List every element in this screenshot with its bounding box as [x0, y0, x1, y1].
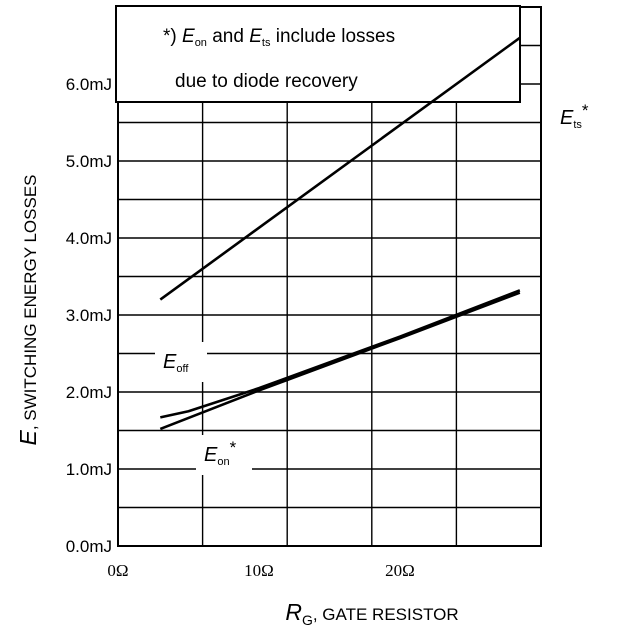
footnote-box: *) Eon and Ets include losses due to dio…	[115, 5, 521, 103]
series-label-background	[196, 435, 252, 475]
series-line-ets	[159, 36, 521, 301]
svg-text:*) Eon and Ets include losses: *) Eon and Ets include losses	[163, 26, 395, 49]
y-tick-label: 1.0mJ	[66, 460, 112, 479]
note-rest: include losses	[270, 26, 395, 47]
y-tick-label: 6.0mJ	[66, 75, 112, 94]
y-axis-title-rest: , SWITCHING ENERGY LOSSES	[21, 174, 40, 430]
series-line-eoff	[160, 289, 521, 419]
note-sub-ts: ts	[262, 37, 271, 49]
x-axis-title: RG, GATE RESISTOR	[285, 599, 458, 628]
y-tick-label: 2.0mJ	[66, 383, 112, 402]
tick-labels: 0.0mJ 1.0mJ 2.0mJ 3.0mJ 4.0mJ 5.0mJ 6.0mJ 0Ω 10Ω…	[66, 75, 415, 580]
y-tick-label: 3.0mJ	[66, 306, 112, 325]
note-e-ts: E	[249, 26, 262, 47]
y-axis-title-main: E	[15, 430, 41, 446]
note-sub-on: on	[195, 37, 207, 49]
x-tick-label: 0Ω	[107, 561, 128, 580]
note-e-on: E	[182, 26, 195, 47]
y-axis-title: E, SWITCHING ENERGY LOSSES	[15, 174, 41, 445]
series-label-background	[552, 98, 618, 138]
series-label-eon: Eon*	[196, 435, 252, 475]
data-curves	[159, 36, 521, 431]
series-label-text: Ets*	[560, 101, 589, 131]
x-axis-title-sub: G	[302, 612, 313, 628]
series-label-ets: Ets*	[552, 98, 618, 138]
series-label-text: Eon*	[204, 438, 237, 468]
x-axis-title-rest: , GATE RESISTOR	[313, 605, 459, 624]
series-label-background	[155, 342, 207, 382]
note-prefix: *)	[163, 26, 182, 47]
y-tick-label: 0.0mJ	[66, 537, 112, 556]
series-label-text: Eoff	[163, 351, 189, 375]
note-line-2: due to diode recovery	[175, 71, 358, 92]
x-tick-label: 20Ω	[385, 561, 415, 580]
y-tick-label: 4.0mJ	[66, 229, 112, 248]
series-line-eon	[159, 291, 521, 431]
series-label-eoff: Eoff	[155, 342, 207, 382]
x-tick-label: 10Ω	[244, 561, 274, 580]
x-axis-title-main: R	[285, 599, 302, 625]
y-tick-label: 5.0mJ	[66, 152, 112, 171]
note-mid: and	[207, 26, 249, 47]
series-labels: Ets* Eoff Eon*	[155, 98, 618, 475]
